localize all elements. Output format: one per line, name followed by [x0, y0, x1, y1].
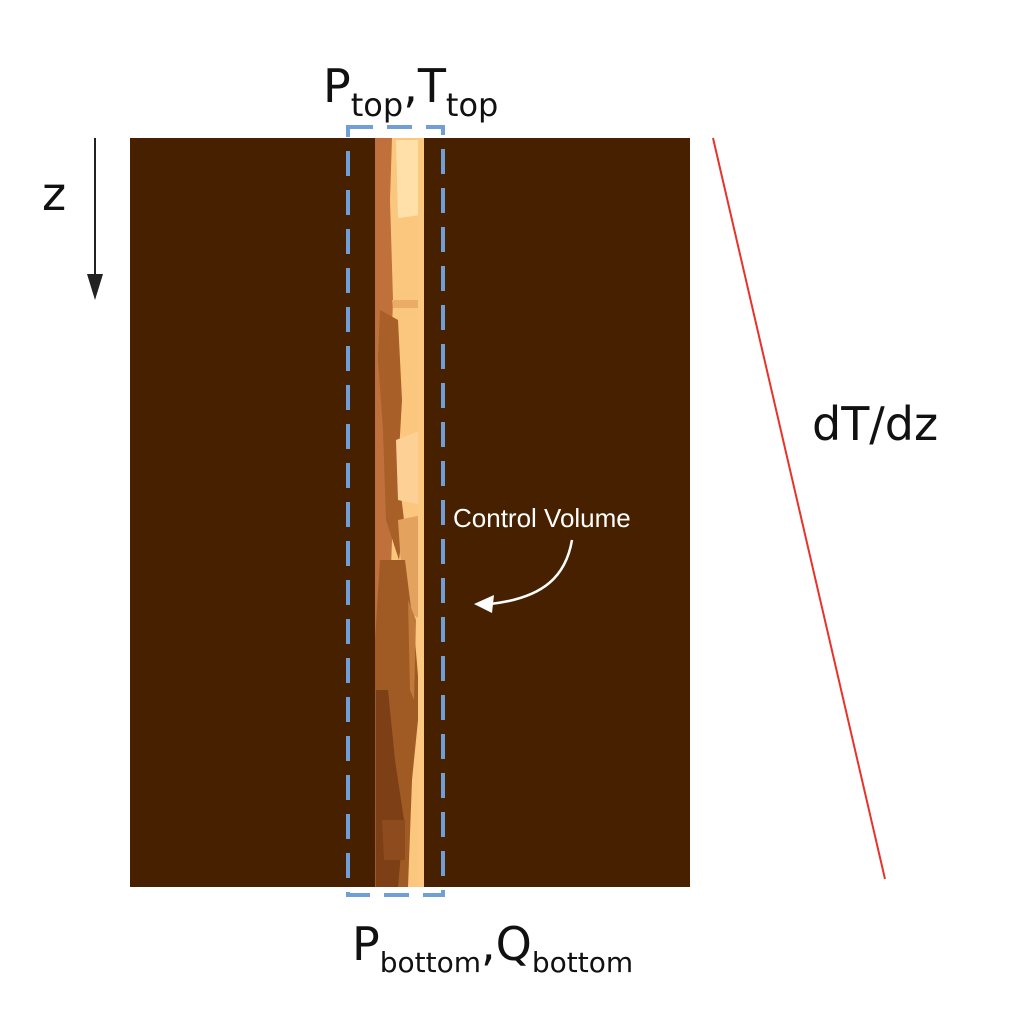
control-volume-label: Control Volume	[453, 503, 631, 533]
depth-axis-label: z	[42, 167, 66, 221]
pressure-subscript-top: top	[351, 86, 403, 124]
temperature-symbol-top: T	[417, 59, 447, 113]
depth-axis-arrow	[87, 138, 103, 300]
temperature-gradient-label: dT/dz	[812, 397, 938, 451]
separator-top: ,	[403, 59, 418, 113]
top-boundary-label: Ptop,Ttop	[323, 59, 498, 124]
pressure-subscript-bottom: bottom	[380, 946, 481, 979]
temperature-subscript-top: top	[446, 86, 498, 124]
flow-symbol-bottom: Q	[496, 917, 532, 971]
control-volume-pointer-arrow	[474, 539, 574, 613]
flow-subscript-bottom: bottom	[532, 946, 633, 979]
pressure-symbol-top: P	[323, 59, 351, 113]
wellbore-channel	[375, 138, 424, 887]
bottom-boundary-label: Pbottom,Qbottom	[352, 917, 633, 979]
pressure-symbol-bottom: P	[352, 917, 380, 971]
separator-bottom: ,	[481, 917, 496, 971]
control-volume-box	[346, 125, 445, 897]
temperature-gradient-line	[712, 137, 886, 880]
